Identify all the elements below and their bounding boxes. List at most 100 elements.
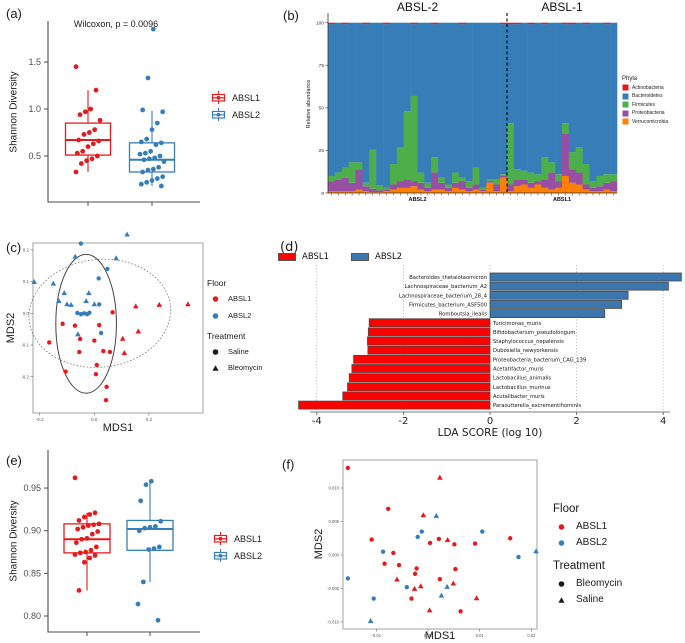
phyla-label: Firmicutes <box>632 101 656 108</box>
proteobacteria-swatch-icon <box>622 110 629 117</box>
treatment-label-bleomycin: Bleomycin <box>576 578 623 589</box>
floor-legend-title: Floor <box>553 503 580 515</box>
svg-text:75: 75 <box>319 63 325 69</box>
lefse-absl2-swatch-icon <box>351 253 370 261</box>
svg-text:0.000: 0.000 <box>329 553 340 558</box>
absl2-boxplot-glyph-icon <box>210 107 227 122</box>
panel-f-label: (f) <box>282 457 295 472</box>
svg-text:-0.2: -0.2 <box>36 417 44 422</box>
svg-text:ABSL1: ABSL1 <box>553 197 571 203</box>
lefse-absl1-swatch-icon <box>278 253 296 261</box>
floor-label-absl2: ABSL2 <box>228 310 252 320</box>
floor-label-absl1: ABSL1 <box>576 521 608 532</box>
treatment-label-bleomycin: Bleomycin <box>228 363 263 372</box>
phyla-label: Proteobacteria <box>632 110 665 117</box>
panel-d-legend: ABSL1 ABSL2 <box>278 252 402 262</box>
lefse-legend-absl2: ABSL2 <box>375 252 403 262</box>
absl2-dot-icon <box>207 308 224 323</box>
relative-abundance-stacked-bar: ABSL2 ABSL1 0 25 50 75 100 <box>316 13 618 203</box>
panel-f-xlabel: MDS1 <box>424 630 456 642</box>
firmicutes-swatch-icon <box>622 101 629 108</box>
panel-c-ylabel: MDS2 <box>5 312 17 344</box>
svg-text:Parasutterella_excrementihomin: Parasutterella_excrementihominis <box>493 403 581 409</box>
panel-c-xlabel: MDS1 <box>102 422 134 434</box>
shannon-diversity-boxplot-2: 0.80 0.85 0.90 0.95 <box>23 450 200 636</box>
phyla-label: Actinobacteria <box>632 84 664 91</box>
svg-text:50: 50 <box>319 106 325 112</box>
panel-d: Bacteroides_thetaiotaomicron Lachnospirac… <box>270 228 685 443</box>
panel-f-ylabel: MDS2 <box>313 528 325 560</box>
bleomycin-shape-icon <box>207 360 224 375</box>
svg-text:Lactobacillus_murinus: Lactobacillus_murinus <box>493 385 551 391</box>
panel-a-label: (a) <box>6 6 22 21</box>
absl2-dot-icon <box>553 535 570 550</box>
wilcoxon-annotation: Wilcoxon, p = 0.0096 <box>73 19 159 29</box>
panel-d-label: (d) <box>280 240 299 255</box>
svg-text:-0.2: -0.2 <box>21 374 29 379</box>
saline-shape-icon <box>553 592 570 607</box>
panel-d-xlabel: LDA SCORE (log 10) <box>437 427 543 439</box>
svg-text:100: 100 <box>316 21 324 27</box>
svg-text:Acetatifactor_muris: Acetatifactor_muris <box>493 367 544 373</box>
actinobacteria-swatch-icon <box>622 84 629 91</box>
svg-text:Acutalibacter_muris: Acutalibacter_muris <box>493 394 545 400</box>
treatment-label-saline: Saline <box>228 346 249 356</box>
saline-shape-icon <box>207 344 224 359</box>
verrucomicrobia-swatch-icon <box>622 118 629 125</box>
panel-a-ylabel: Shannon Diversity <box>8 71 20 153</box>
svg-text:0.2: 0.2 <box>23 248 30 253</box>
treatment-label-saline: Saline <box>576 594 604 605</box>
panel-e-legend: ABSL1 ABSL2 <box>212 529 262 565</box>
phyla-label: Bacteroidetes <box>632 93 663 100</box>
legend-item-absl1: ABSL1 <box>210 90 260 105</box>
svg-text:0.5: 0.5 <box>28 151 41 161</box>
lefse-legend-absl1: ABSL1 <box>302 252 330 262</box>
svg-text:Bifidobacterium_pseudolongum: Bifidobacterium_pseudolongum <box>493 330 575 336</box>
svg-text:Romboutsia_ilealis: Romboutsia_ilealis <box>439 312 487 318</box>
svg-text:0.00: 0.00 <box>424 633 433 638</box>
panel-f: -0.01 0.00 0.01 0.02 0.010 0.005 0.000 -0.005 -0… <box>270 443 685 643</box>
svg-text:-0.01: -0.01 <box>372 633 382 638</box>
panel-b: ABSL2 ABSL1 0 25 50 75 100 (b) ABSL-2 ABSL-1 R… <box>270 0 685 228</box>
svg-text:1.5: 1.5 <box>28 57 41 67</box>
panel-f-legend: Floor ABSL1 ABSL2 Treatment Bleomycin Sa… <box>553 503 622 608</box>
bleomycin-shape-icon <box>553 576 570 591</box>
treatment-legend-title: Treatment <box>207 330 246 341</box>
svg-text:-4: -4 <box>312 416 322 427</box>
panel-a: 0.5 1.0 1.5 (a) Wilcoxon, p = 0.0096 Shann… <box>0 0 270 228</box>
svg-text:Staphylococcus_nepalensis: Staphylococcus_nepalensis <box>493 339 564 345</box>
legend-label-absl2: ABSL2 <box>234 550 263 561</box>
svg-text:0.0: 0.0 <box>23 311 30 316</box>
phyla-label: Verrucomicrobia <box>632 118 669 125</box>
panel-a-legend: ABSL1 ABSL2 <box>210 88 260 124</box>
floor-label-absl2: ABSL2 <box>576 537 608 548</box>
treatment-legend-title: Treatment <box>553 560 605 572</box>
group-title-absl2: ABSL-2 <box>396 0 439 14</box>
svg-text:Lachnospiraceae_bacterium_28_4: Lachnospiraceae_bacterium_28_4 <box>399 293 488 299</box>
svg-text:Dubosiella_newyorkensis: Dubosiella_newyorkensis <box>493 348 558 354</box>
svg-text:0.1: 0.1 <box>23 279 30 284</box>
lda-score-bar-chart: Bacteroides_thetaiotaomicron Lachnospirac… <box>298 265 682 427</box>
legend-label-absl2: ABSL2 <box>232 109 261 120</box>
svg-text:4: 4 <box>660 416 666 427</box>
group-title-absl1: ABSL-1 <box>541 0 583 14</box>
svg-text:0.01: 0.01 <box>476 633 485 638</box>
absl1-boxplot-glyph-icon <box>210 90 227 105</box>
svg-text:0.005: 0.005 <box>329 519 340 524</box>
svg-text:-0.1: -0.1 <box>21 343 29 348</box>
absl1-dot-icon <box>207 291 224 306</box>
svg-text:25: 25 <box>319 148 325 154</box>
phyla-legend: Phyla Actinobacteria Bacteroidetes Firmi… <box>622 76 668 127</box>
svg-text:-2: -2 <box>398 416 408 427</box>
mds-scatter-plot-2: -0.01 0.00 0.01 0.02 0.010 0.005 0.000 -0.005 -0… <box>327 459 539 638</box>
phyla-legend-title: Phyla <box>622 76 638 82</box>
floor-legend-title: Floor <box>207 278 227 288</box>
bacteroidetes-swatch-icon <box>622 93 629 100</box>
svg-text:-0.005: -0.005 <box>327 586 340 591</box>
floor-label-absl1: ABSL1 <box>228 294 252 303</box>
svg-text:0: 0 <box>487 416 493 427</box>
svg-text:Turicimonas_muris: Turicimonas_muris <box>492 321 541 327</box>
panel-b-label: (b) <box>283 8 299 23</box>
svg-text:0.0: 0.0 <box>91 417 98 422</box>
svg-text:0.010: 0.010 <box>329 486 340 491</box>
